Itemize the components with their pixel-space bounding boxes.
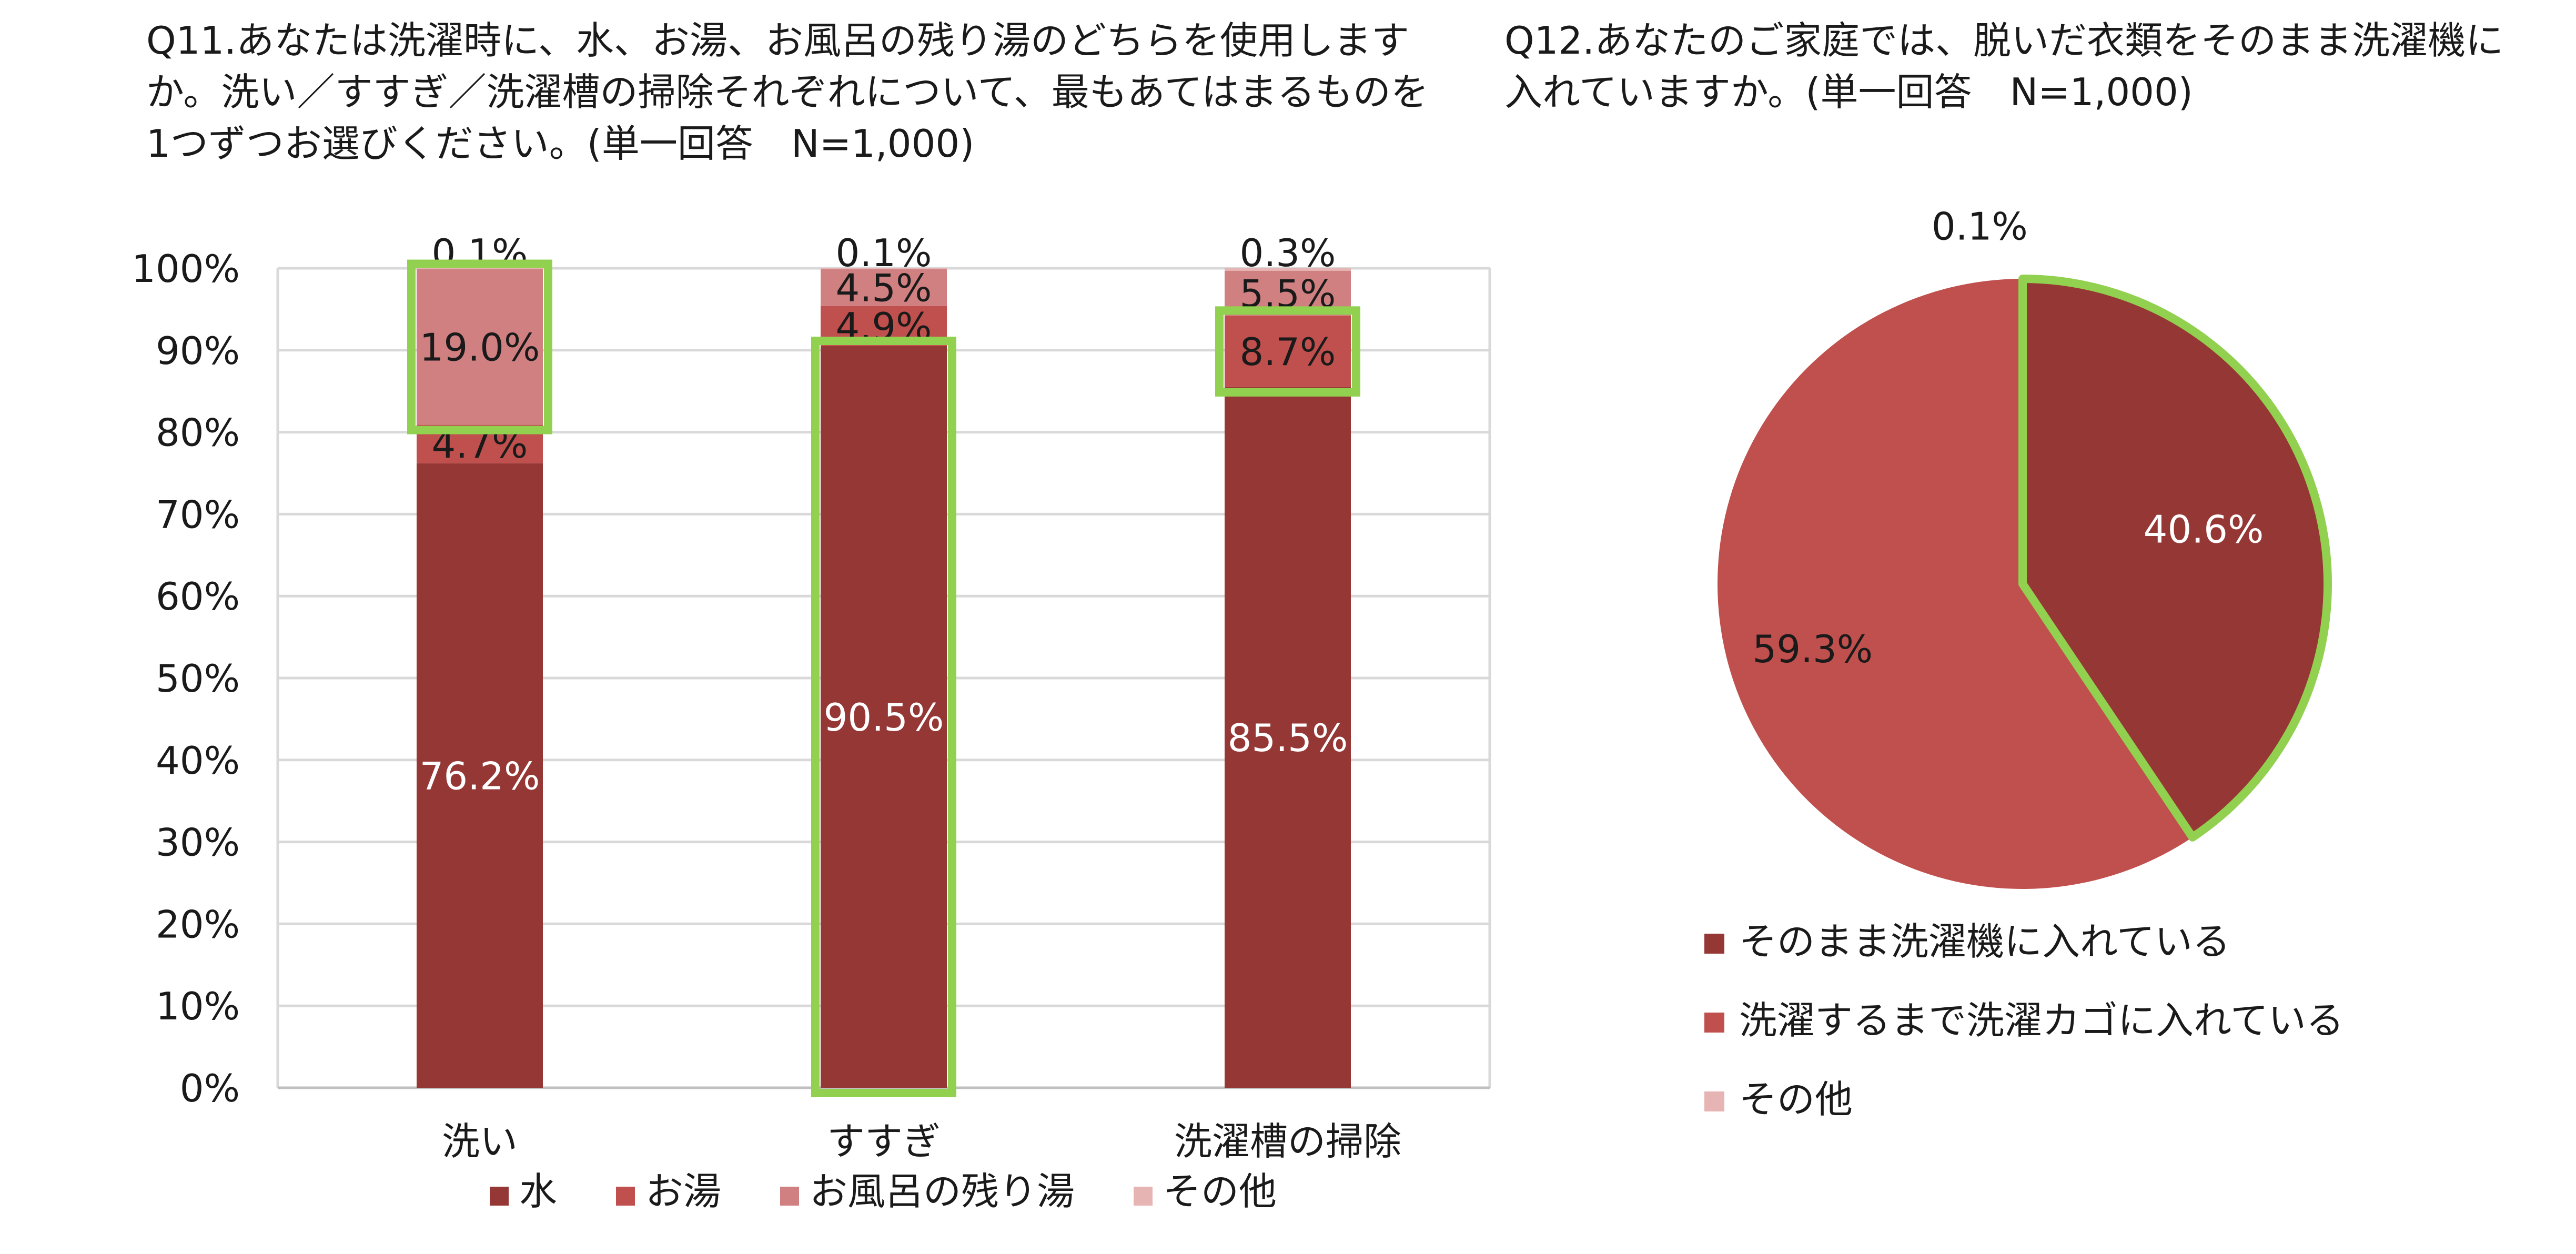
legend-swatch <box>1704 1091 1724 1111</box>
highlight-outline <box>811 337 956 1097</box>
slice-label: 59.3% <box>1752 627 1873 671</box>
y-tick-label: 10% <box>156 984 240 1028</box>
data-label: 4.5% <box>836 266 932 310</box>
y-tick-label: 70% <box>156 492 240 537</box>
highlight-outline <box>2018 275 2332 842</box>
legend-swatch <box>1134 1187 1153 1206</box>
legend-swatch <box>1704 1013 1724 1033</box>
bar-segment <box>417 463 543 1088</box>
data-label: 8.7% <box>1240 330 1336 374</box>
y-tick-label: 50% <box>156 656 240 701</box>
data-label: 19.0% <box>420 326 540 370</box>
q11-question-title: Q11.あなたは洗濯時に、水、お湯、お風呂の残り湯のどちらを使用しますか。洗い／… <box>146 18 1429 166</box>
legend-swatch <box>490 1187 509 1206</box>
bar-segment <box>417 268 543 269</box>
legend-swatch <box>1704 934 1724 954</box>
slice-label: 0.1% <box>1932 204 2028 248</box>
bar-segment <box>821 268 947 269</box>
x-category-label: すすぎ <box>827 1119 941 1164</box>
legend-label: その他 <box>1739 1077 1853 1121</box>
data-label: 0.3% <box>1240 231 1336 275</box>
q11-stacked-bar-chart: 0% 10% 20% 30% 40% 50% 60% 70% 80% 90% 100% 76.2% 4.… <box>132 231 1491 1213</box>
y-tick-label: 20% <box>156 902 240 946</box>
legend-swatch <box>780 1187 799 1206</box>
bar-segment <box>417 269 543 425</box>
highlight-outline <box>407 259 552 434</box>
y-tick-label: 90% <box>156 329 240 373</box>
slice-label: 40.6% <box>2144 507 2264 551</box>
legend-label: 水 <box>519 1169 557 1213</box>
legend-label: お風呂の残り湯 <box>810 1169 1075 1213</box>
legend-label: 洗濯するまで洗濯カゴに入れている <box>1739 998 2344 1043</box>
highlight-outline <box>1215 306 1360 397</box>
legend-label: そのまま洗濯機に入れている <box>1739 919 2230 964</box>
data-label: 90.5% <box>824 695 944 740</box>
data-label: 0.1% <box>836 231 932 275</box>
q12-question-title: Q12.あなたのご家庭では、脱いだ衣類をそのまま洗濯機に入れていますか。(単一回… <box>1504 18 2504 114</box>
x-category-label: 洗濯槽の掃除 <box>1174 1119 1401 1164</box>
y-tick-label: 80% <box>156 411 240 455</box>
data-label: 76.2% <box>420 754 540 798</box>
bar-segment <box>821 346 947 1088</box>
pie-slice <box>1717 279 2193 889</box>
bar-segment <box>1225 316 1351 387</box>
legend-swatch <box>616 1187 635 1206</box>
y-tick-label: 60% <box>156 574 240 619</box>
legend-label: お湯 <box>645 1169 721 1213</box>
bar-segment <box>1225 387 1351 1088</box>
y-tick-label: 30% <box>156 821 240 865</box>
y-tick-label: 40% <box>156 739 240 783</box>
y-tick-label: 0% <box>180 1066 240 1110</box>
pie-slice <box>2023 279 2328 837</box>
legend-label: その他 <box>1163 1169 1277 1213</box>
x-category-label: 洗い <box>442 1119 518 1164</box>
y-tick-label: 100% <box>132 247 240 291</box>
bar-segment <box>1225 268 1351 271</box>
data-label: 85.5% <box>1228 716 1348 760</box>
bar-segment <box>821 269 947 306</box>
